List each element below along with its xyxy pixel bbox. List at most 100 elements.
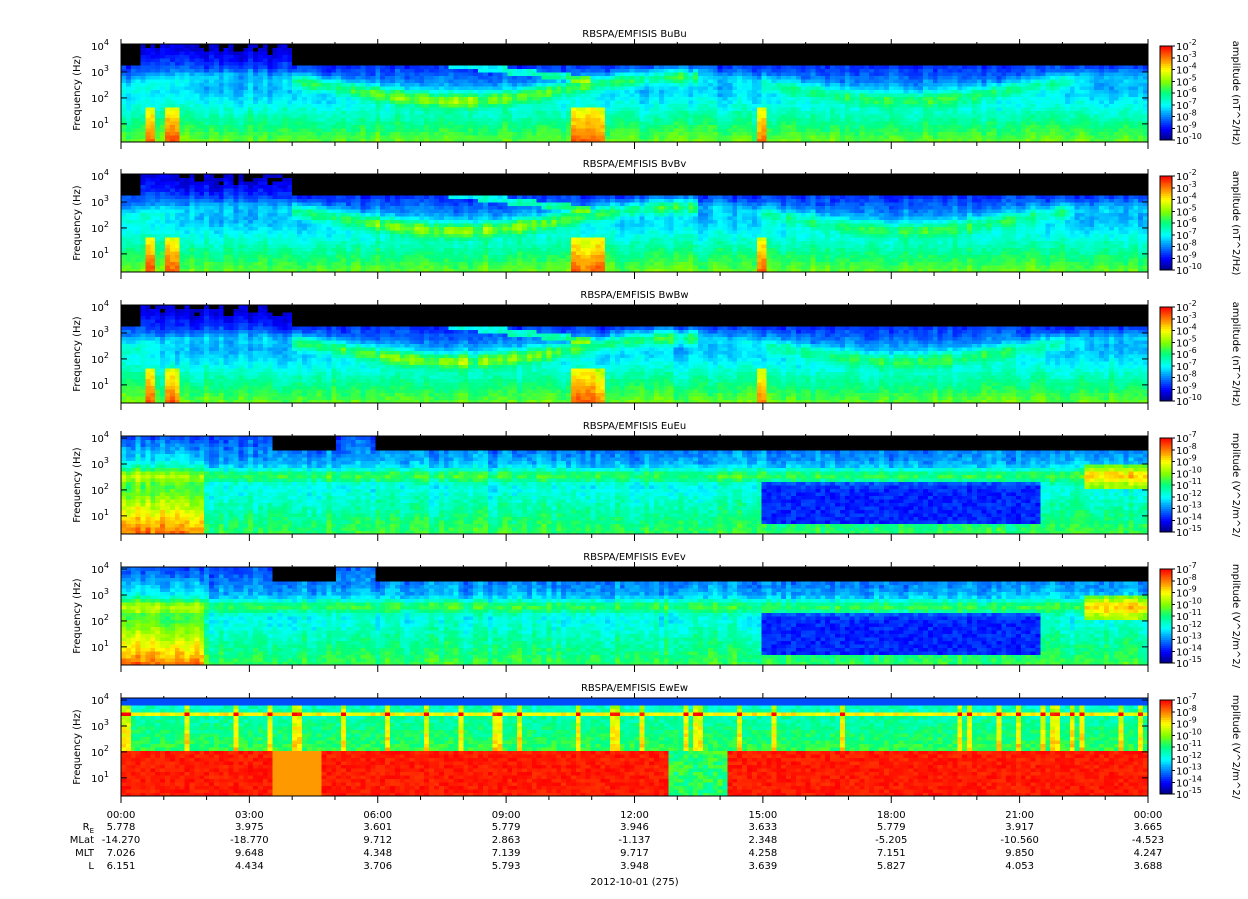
spectrogram-cell bbox=[155, 72, 160, 76]
spectrogram-cell bbox=[121, 62, 126, 66]
spectrogram-cell bbox=[258, 76, 263, 80]
spectrogram-cell bbox=[194, 121, 199, 125]
spectrogram-cell bbox=[238, 65, 243, 69]
spectrogram-cell bbox=[253, 90, 258, 94]
spectrogram-cell bbox=[141, 121, 146, 125]
spectrogram-cell bbox=[209, 128, 214, 132]
spectrogram-cell bbox=[194, 86, 199, 90]
spectrogram-cell bbox=[189, 132, 194, 136]
spectrogram-cell bbox=[185, 100, 190, 104]
spectrogram-cell bbox=[214, 72, 219, 76]
spectrogram-cell bbox=[136, 76, 141, 80]
spectrogram-cell bbox=[273, 121, 278, 125]
spectrogram-cell bbox=[209, 100, 214, 104]
spectrogram-cell bbox=[126, 62, 131, 66]
spectrogram-cell bbox=[229, 132, 234, 136]
spectrogram-cell bbox=[189, 69, 194, 73]
spectrogram-cell bbox=[180, 69, 185, 73]
spectrogram-cell bbox=[204, 104, 209, 108]
spectrogram-cell bbox=[155, 79, 160, 83]
spectrogram-cell bbox=[180, 135, 185, 139]
spectrogram-cell bbox=[229, 79, 234, 83]
spectrogram-cell bbox=[273, 90, 278, 94]
spectrogram-cell bbox=[170, 69, 175, 73]
spectrogram-cell bbox=[287, 86, 292, 90]
spectrogram-cell bbox=[150, 111, 155, 115]
spectrogram-cell bbox=[141, 90, 146, 94]
spectrogram-cell bbox=[126, 72, 131, 76]
spectrogram-cell bbox=[165, 65, 170, 69]
spectrogram-cell bbox=[229, 121, 234, 125]
spectrogram-cell bbox=[141, 62, 146, 66]
spectrogram-cell bbox=[224, 125, 229, 129]
spectrogram-cell bbox=[204, 83, 209, 87]
spectrogram-cell bbox=[194, 44, 199, 48]
spectrogram-cell bbox=[204, 69, 209, 73]
spectrogram-cell bbox=[209, 79, 214, 83]
spectrogram-cell bbox=[145, 104, 150, 108]
spectrogram-cell bbox=[160, 44, 165, 48]
spectrogram-cell bbox=[150, 58, 155, 62]
spectrogram-cell bbox=[238, 76, 243, 80]
spectrogram-cell bbox=[175, 135, 180, 139]
spectrogram-cell bbox=[278, 100, 283, 104]
spectrogram-cell bbox=[170, 97, 175, 101]
spectrogram-cell bbox=[258, 44, 263, 48]
spectrogram-cell bbox=[258, 55, 263, 59]
spectrogram-cell bbox=[268, 79, 273, 83]
spectrogram-cell bbox=[273, 44, 278, 48]
spectrogram-cell bbox=[209, 118, 214, 122]
spectrogram-cell bbox=[278, 83, 283, 87]
spectrogram-cell bbox=[214, 114, 219, 118]
spectrogram-cell bbox=[258, 51, 263, 55]
spectrogram-cell bbox=[233, 132, 238, 136]
spectrogram-cell bbox=[243, 118, 248, 122]
spectrogram-cell bbox=[209, 72, 214, 76]
spectrogram-cell bbox=[185, 86, 190, 90]
spectrogram-cell bbox=[180, 76, 185, 80]
spectrogram-cell bbox=[155, 62, 160, 66]
spectrogram-cell bbox=[180, 72, 185, 76]
spectrogram-cell bbox=[185, 83, 190, 87]
spectrogram-cell bbox=[165, 104, 170, 108]
spectrogram-cell bbox=[268, 58, 273, 62]
spectrogram-cell bbox=[214, 90, 219, 94]
spectrogram-cell bbox=[121, 125, 126, 129]
spectrogram-cell bbox=[238, 93, 243, 97]
spectrogram-cell bbox=[214, 125, 219, 129]
spectrogram-cell bbox=[282, 48, 287, 52]
spectrogram-cell bbox=[150, 69, 155, 73]
spectrogram-cell bbox=[141, 69, 146, 73]
spectrogram-cell bbox=[243, 48, 248, 52]
spectrogram-cell bbox=[224, 83, 229, 87]
spectrogram-cell bbox=[175, 62, 180, 66]
spectrogram-cell bbox=[268, 93, 273, 97]
spectrogram-cell bbox=[170, 58, 175, 62]
spectrogram-cell bbox=[185, 72, 190, 76]
spectrogram-cell bbox=[258, 90, 263, 94]
spectrogram-cell bbox=[282, 107, 287, 111]
spectrogram-cell bbox=[258, 58, 263, 62]
spectrogram-cell bbox=[165, 90, 170, 94]
spectrogram-cell bbox=[263, 100, 268, 104]
spectrogram-cell bbox=[204, 65, 209, 69]
spectrogram-cell bbox=[136, 51, 141, 55]
spectrogram-cell bbox=[141, 97, 146, 101]
spectrogram-cell bbox=[165, 72, 170, 76]
spectrogram-cell bbox=[126, 51, 131, 55]
spectrogram-cell bbox=[233, 55, 238, 59]
spectrogram-cell bbox=[194, 62, 199, 66]
spectrogram-cell bbox=[121, 90, 126, 94]
spectrogram-cell bbox=[238, 58, 243, 62]
spectrogram-cell bbox=[165, 121, 170, 125]
spectrogram-cell bbox=[238, 69, 243, 73]
spectrogram-cell bbox=[273, 128, 278, 132]
spectrogram-cell bbox=[160, 55, 165, 59]
spectrogram-cell bbox=[219, 86, 224, 90]
spectrogram-cell bbox=[141, 76, 146, 80]
spectrogram-cell bbox=[141, 65, 146, 69]
spectrogram-cell bbox=[282, 58, 287, 62]
spectrogram-cell bbox=[160, 93, 165, 97]
spectrogram-cell bbox=[248, 107, 253, 111]
spectrogram-cell bbox=[214, 104, 219, 108]
